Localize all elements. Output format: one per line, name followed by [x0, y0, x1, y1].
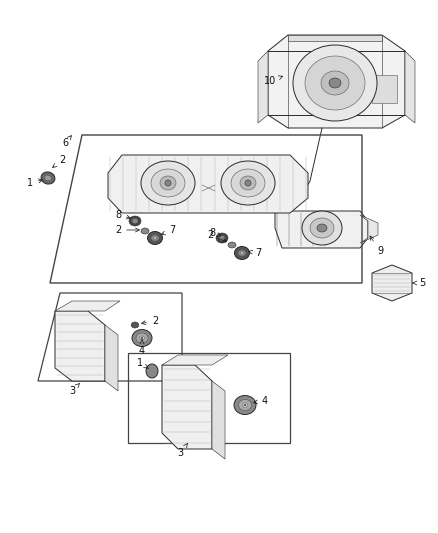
- Text: 8: 8: [115, 210, 131, 220]
- Ellipse shape: [321, 71, 349, 95]
- Ellipse shape: [132, 329, 152, 346]
- Text: 2: 2: [115, 225, 139, 235]
- Polygon shape: [360, 215, 378, 243]
- Ellipse shape: [160, 176, 176, 190]
- Ellipse shape: [240, 252, 244, 254]
- Ellipse shape: [317, 224, 327, 232]
- Ellipse shape: [153, 237, 156, 239]
- Ellipse shape: [228, 242, 236, 248]
- Polygon shape: [258, 51, 268, 123]
- Text: 6: 6: [62, 135, 71, 148]
- Text: 7: 7: [249, 248, 261, 258]
- Text: 2: 2: [53, 155, 65, 167]
- Ellipse shape: [238, 250, 246, 256]
- Ellipse shape: [244, 404, 246, 406]
- Ellipse shape: [234, 395, 256, 415]
- Ellipse shape: [132, 219, 138, 223]
- Ellipse shape: [221, 161, 275, 205]
- Ellipse shape: [141, 161, 195, 205]
- Ellipse shape: [151, 169, 185, 197]
- Polygon shape: [162, 365, 212, 449]
- Ellipse shape: [216, 233, 228, 243]
- Ellipse shape: [129, 216, 141, 226]
- Ellipse shape: [242, 403, 248, 407]
- Ellipse shape: [310, 218, 334, 238]
- Polygon shape: [162, 355, 228, 365]
- Ellipse shape: [305, 56, 365, 110]
- Text: 7: 7: [161, 225, 175, 235]
- Polygon shape: [55, 311, 105, 381]
- Ellipse shape: [146, 364, 158, 378]
- Text: 1: 1: [137, 358, 148, 368]
- Ellipse shape: [240, 176, 256, 190]
- Polygon shape: [105, 325, 118, 391]
- Ellipse shape: [148, 231, 162, 245]
- Polygon shape: [405, 51, 415, 123]
- Ellipse shape: [234, 246, 250, 260]
- Text: 5: 5: [413, 278, 425, 288]
- Text: 1: 1: [27, 178, 42, 188]
- Text: 9: 9: [370, 236, 383, 256]
- Text: 10: 10: [264, 76, 283, 86]
- Ellipse shape: [45, 175, 51, 181]
- Text: 3: 3: [69, 383, 80, 396]
- Polygon shape: [108, 155, 308, 213]
- Ellipse shape: [139, 336, 145, 340]
- Ellipse shape: [151, 235, 159, 241]
- Text: 4: 4: [139, 340, 145, 356]
- Polygon shape: [268, 35, 405, 128]
- Text: 2: 2: [207, 230, 226, 242]
- Text: 4: 4: [254, 396, 268, 406]
- Ellipse shape: [141, 228, 149, 234]
- Ellipse shape: [141, 337, 143, 338]
- Polygon shape: [212, 381, 225, 459]
- Polygon shape: [372, 265, 412, 301]
- Text: 8: 8: [209, 228, 221, 238]
- Ellipse shape: [165, 180, 171, 186]
- Ellipse shape: [131, 322, 139, 328]
- Ellipse shape: [41, 172, 55, 184]
- Polygon shape: [55, 301, 120, 311]
- Ellipse shape: [293, 45, 377, 121]
- Bar: [372, 75, 397, 103]
- Ellipse shape: [219, 236, 225, 240]
- Ellipse shape: [245, 180, 251, 186]
- Text: 3: 3: [177, 443, 187, 458]
- Text: 2: 2: [141, 316, 158, 326]
- Polygon shape: [288, 35, 382, 41]
- Ellipse shape: [239, 400, 251, 410]
- Ellipse shape: [302, 211, 342, 245]
- Ellipse shape: [136, 333, 148, 343]
- Polygon shape: [275, 211, 368, 248]
- Ellipse shape: [231, 169, 265, 197]
- Ellipse shape: [329, 78, 341, 88]
